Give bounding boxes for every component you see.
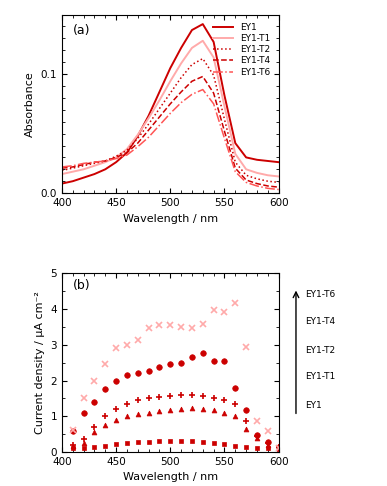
Legend: EY1, EY1-T1, EY1-T2, EY1-T4, EY1-T6: EY1, EY1-T1, EY1-T2, EY1-T4, EY1-T6	[210, 19, 274, 80]
Text: EY1-T4: EY1-T4	[305, 317, 335, 326]
Text: EY1: EY1	[305, 401, 321, 410]
Text: (b): (b)	[73, 279, 91, 292]
Text: EY1-T6: EY1-T6	[305, 290, 335, 299]
Y-axis label: Current density / μA cm⁻²: Current density / μA cm⁻²	[35, 291, 45, 434]
Text: EY1-T1: EY1-T1	[305, 372, 335, 382]
Text: (a): (a)	[73, 23, 90, 36]
X-axis label: Wavelength / nm: Wavelength / nm	[123, 472, 218, 483]
X-axis label: Wavelength / nm: Wavelength / nm	[123, 213, 218, 224]
Text: EY1-T2: EY1-T2	[305, 346, 335, 355]
Y-axis label: Absorbance: Absorbance	[25, 71, 35, 137]
